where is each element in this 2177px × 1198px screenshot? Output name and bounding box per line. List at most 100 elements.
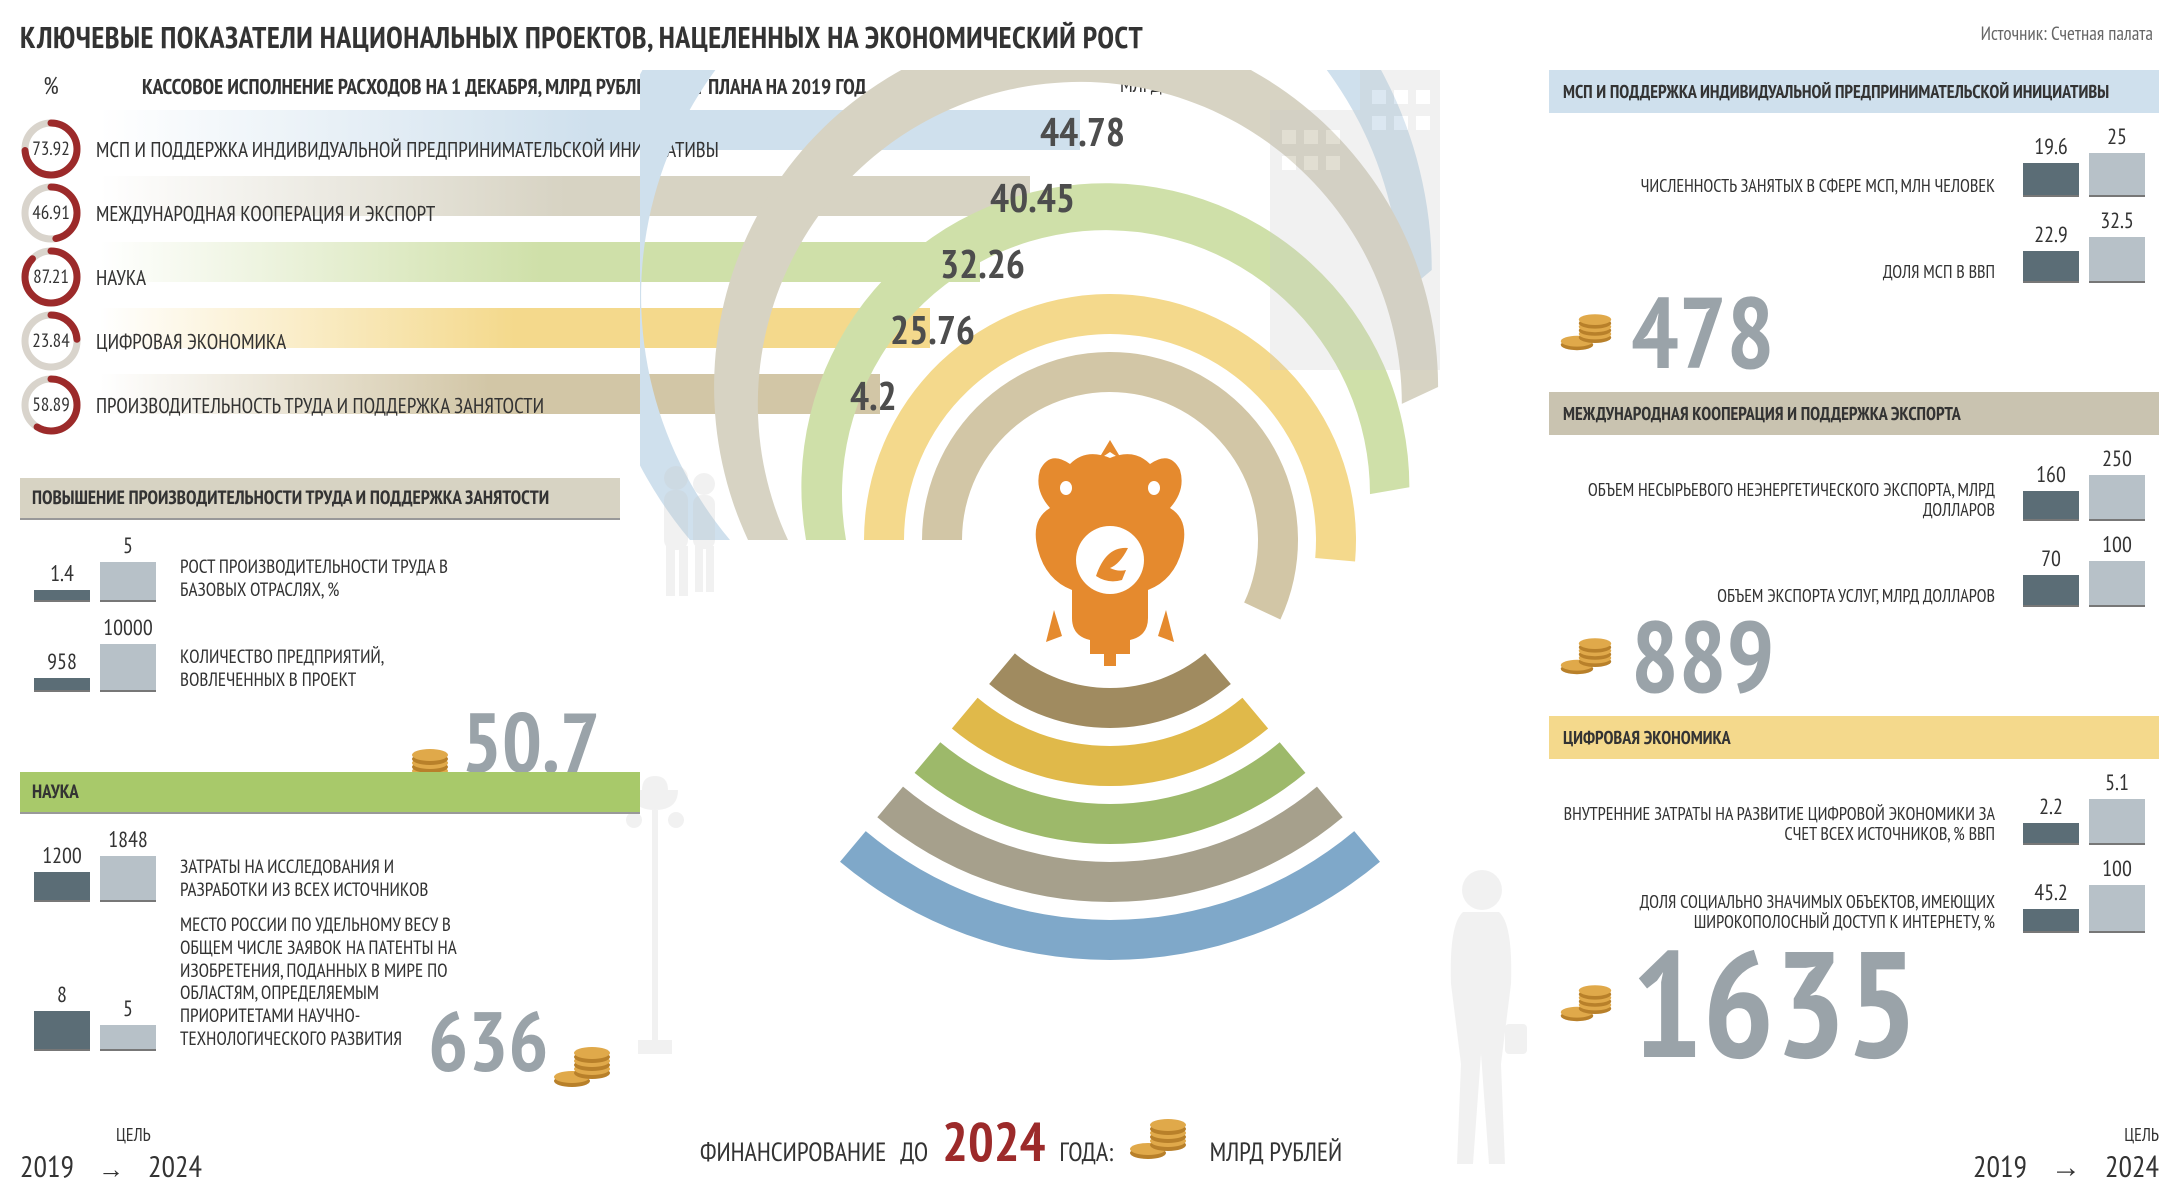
block-bignum: 889 — [1631, 613, 1774, 698]
mini-bar-2019: 1.4 — [32, 560, 92, 602]
exec-label: МЕЖДУНАРОДНАЯ КООПЕРАЦИЯ И ЭКСПОРТ — [96, 200, 435, 227]
stat-row: ЧИСЛЕННОСТЬ ЗАНЯТЫХ В СФЕРЕ МСП, МЛН ЧЕЛ… — [1549, 123, 2159, 197]
stat-text: ОБЪЕМ НЕСЫРЬЕВОГО НЕЭНЕРГЕТИЧЕСКОГО ЭКСП… — [1549, 480, 1995, 521]
pct-value: 58.89 — [20, 374, 82, 436]
stat-row: ВНУТРЕННИЕ ЗАТРАТЫ НА РАЗВИТИЕ ЦИФРОВОЙ … — [1549, 769, 2159, 845]
coins-icon — [1559, 631, 1613, 681]
coins-icon — [1559, 978, 1613, 1028]
mini-bar-2024: 5 — [98, 532, 158, 602]
coat-of-arms-icon — [1010, 430, 1210, 670]
block-bignum: 478 — [1631, 289, 1774, 374]
exec-label: ПРОИЗВОДИТЕЛЬНОСТЬ ТРУДА И ПОДДЕРЖКА ЗАН… — [96, 392, 544, 419]
mini-bar-2024: 1848 — [98, 826, 158, 902]
woman-icon — [1427, 864, 1537, 1184]
mini-bar-2019: 22.9 — [2021, 221, 2081, 283]
coins-icon — [1128, 1111, 1188, 1169]
mini-bars: 160 250 — [2009, 445, 2159, 521]
stat-text: РОСТ ПРОИЗВОДИТЕЛЬНОСТИ ТРУДА В БАЗОВЫХ … — [180, 556, 480, 602]
exec-amount: 32.26 — [940, 238, 1025, 290]
stat-text: ВНУТРЕННИЕ ЗАТРАТЫ НА РАЗВИТИЕ ЦИФРОВОЙ … — [1549, 804, 1995, 845]
mini-bar-2019: 160 — [2021, 461, 2081, 521]
exec-amount: 44.78 — [1040, 106, 1125, 158]
mini-bar-2024: 10000 — [98, 614, 158, 692]
year-axis-right: ЦЕЛЬ 2019 → 2024 — [1973, 1147, 2159, 1186]
target-label: ЦЕЛЬ — [116, 1123, 151, 1146]
financing-unit: МЛРД РУБЛЕЙ — [1210, 1136, 1343, 1169]
people-icon — [650, 460, 730, 610]
target-label: ЦЕЛЬ — [2124, 1123, 2159, 1146]
mini-bar-2024: 5 — [98, 995, 158, 1051]
pct-col-label: % — [20, 70, 82, 101]
mini-bars: 45.2 100 — [2009, 855, 2159, 933]
year-to: 2024 — [2105, 1147, 2159, 1186]
mini-bar-2024: 25 — [2087, 123, 2147, 197]
pct-value: 73.92 — [20, 118, 82, 180]
stat-text: КОЛИЧЕСТВО ПРЕДПРИЯТИЙ, ВОВЛЕЧЕННЫХ В ПР… — [180, 646, 480, 692]
stat-text: ЗАТРАТЫ НА ИССЛЕДОВАНИЯ И РАЗРАБОТКИ ИЗ … — [180, 856, 480, 902]
block-bignum-row: 1635 — [1549, 939, 2159, 1067]
coins-icon — [1559, 307, 1613, 357]
mini-bar-2019: 45.2 — [2021, 879, 2081, 933]
arrow-icon: → — [2051, 1147, 2081, 1186]
exec-amount: 40.45 — [990, 172, 1075, 224]
block-bignum: 1635 — [1631, 939, 1918, 1067]
year-from: 2019 — [20, 1147, 74, 1186]
pct-ring: 58.89 — [20, 374, 82, 436]
block-header: ПОВЫШЕНИЕ ПРОИЗВОДИТЕЛЬНОСТИ ТРУДА И ПОД… — [20, 478, 620, 520]
block-header: ЦИФРОВАЯ ЭКОНОМИКА — [1549, 716, 2159, 759]
pct-value: 46.91 — [20, 182, 82, 244]
arrow-icon: → — [98, 1153, 124, 1186]
stat-row: 1200 1848 ЗАТРАТЫ НА ИССЛЕДОВАНИЯ И РАЗР… — [20, 826, 640, 902]
mini-bar-2024: 100 — [2087, 531, 2147, 607]
coins-icon — [552, 1039, 612, 1094]
exec-label: МСП И ПОДДЕРЖКА ИНДИВИДУАЛЬНОЙ ПРЕДПРИНИ… — [96, 136, 719, 163]
mini-bar-2019: 70 — [2021, 545, 2081, 607]
right-block: МЕЖДУНАРОДНАЯ КООПЕРАЦИЯ И ПОДДЕРЖКА ЭКС… — [1549, 392, 2159, 698]
mini-bars: 70 100 — [2009, 531, 2159, 607]
source-label: Источник: Счетная палата — [1981, 22, 2153, 46]
mini-bars: 1.4 5 — [20, 532, 170, 602]
mini-bar-2019: 1200 — [32, 842, 92, 902]
pct-ring: 23.84 — [20, 310, 82, 372]
block-header: МЕЖДУНАРОДНАЯ КООПЕРАЦИЯ И ПОДДЕРЖКА ЭКС… — [1549, 392, 2159, 435]
block-header: МСП И ПОДДЕРЖКА ИНДИВИДУАЛЬНОЙ ПРЕДПРИНИ… — [1549, 70, 2159, 113]
productivity-block: ПОВЫШЕНИЕ ПРОИЗВОДИТЕЛЬНОСТИ ТРУДА И ПОД… — [20, 478, 620, 796]
mini-bars: 19.6 25 — [2009, 123, 2159, 197]
building-icon — [1260, 70, 1450, 370]
page-title: КЛЮЧЕВЫЕ ПОКАЗАТЕЛИ НАЦИОНАЛЬНЫХ ПРОЕКТО… — [20, 18, 1143, 57]
mini-bar-2024: 5.1 — [2087, 769, 2147, 845]
pct-ring: 73.92 — [20, 118, 82, 180]
financing-year: 2024 — [942, 1106, 1045, 1176]
financing-footer: ФИНАНСИРОВАНИЕ ДО 2024 ГОДА: МЛРД РУБЛЕЙ — [700, 1106, 1342, 1176]
stat-row: ОБЪЕМ НЕСЫРЬЕВОГО НЕЭНЕРГЕТИЧЕСКОГО ЭКСП… — [1549, 445, 2159, 521]
financing-prefix: ФИНАНСИРОВАНИЕ — [700, 1136, 886, 1169]
mini-bar-2024: 100 — [2087, 855, 2147, 933]
exec-label: НАУКА — [96, 264, 146, 291]
stat-text: ЧИСЛЕННОСТЬ ЗАНЯТЫХ В СФЕРЕ МСП, МЛН ЧЕЛ… — [1549, 176, 1995, 197]
mini-bar-2019: 8 — [32, 981, 92, 1051]
financing-suffix: ГОДА: — [1059, 1136, 1113, 1169]
pct-ring: 87.21 — [20, 246, 82, 308]
block-header: НАУКА — [20, 772, 640, 814]
right-block: ЦИФРОВАЯ ЭКОНОМИКА ВНУТРЕННИЕ ЗАТРАТЫ НА… — [1549, 716, 2159, 1067]
pct-value: 87.21 — [20, 246, 82, 308]
mini-bar-2024: 250 — [2087, 445, 2147, 521]
year-axis-left: ЦЕЛЬ 2019 → 2024 — [20, 1147, 202, 1186]
mini-bars: 1200 1848 — [20, 826, 170, 902]
mini-bars: 958 10000 — [20, 614, 170, 692]
exec-amount: 25.76 — [890, 304, 975, 356]
year-from: 2019 — [1973, 1147, 2027, 1186]
pct-ring: 46.91 — [20, 182, 82, 244]
science-block: НАУКА 1200 1848 ЗАТРАТЫ НА ИССЛЕДОВАНИЯ … — [20, 772, 640, 1094]
mini-bars: 22.9 32.5 — [2009, 207, 2159, 283]
mini-bar-2019: 958 — [32, 648, 92, 692]
mini-bar-2019: 19.6 — [2021, 133, 2081, 197]
sci-bignum: 636 — [428, 986, 548, 1095]
year-to: 2024 — [148, 1147, 202, 1186]
exec-amount: 4.2 — [850, 370, 897, 422]
mini-bar-2019: 2.2 — [2021, 793, 2081, 845]
right-block: МСП И ПОДДЕРЖКА ИНДИВИДУАЛЬНОЙ ПРЕДПРИНИ… — [1549, 70, 2159, 374]
block-bignum-row: 478 — [1549, 289, 2159, 374]
pct-value: 23.84 — [20, 310, 82, 372]
mini-bars: 2.2 5.1 — [2009, 769, 2159, 845]
